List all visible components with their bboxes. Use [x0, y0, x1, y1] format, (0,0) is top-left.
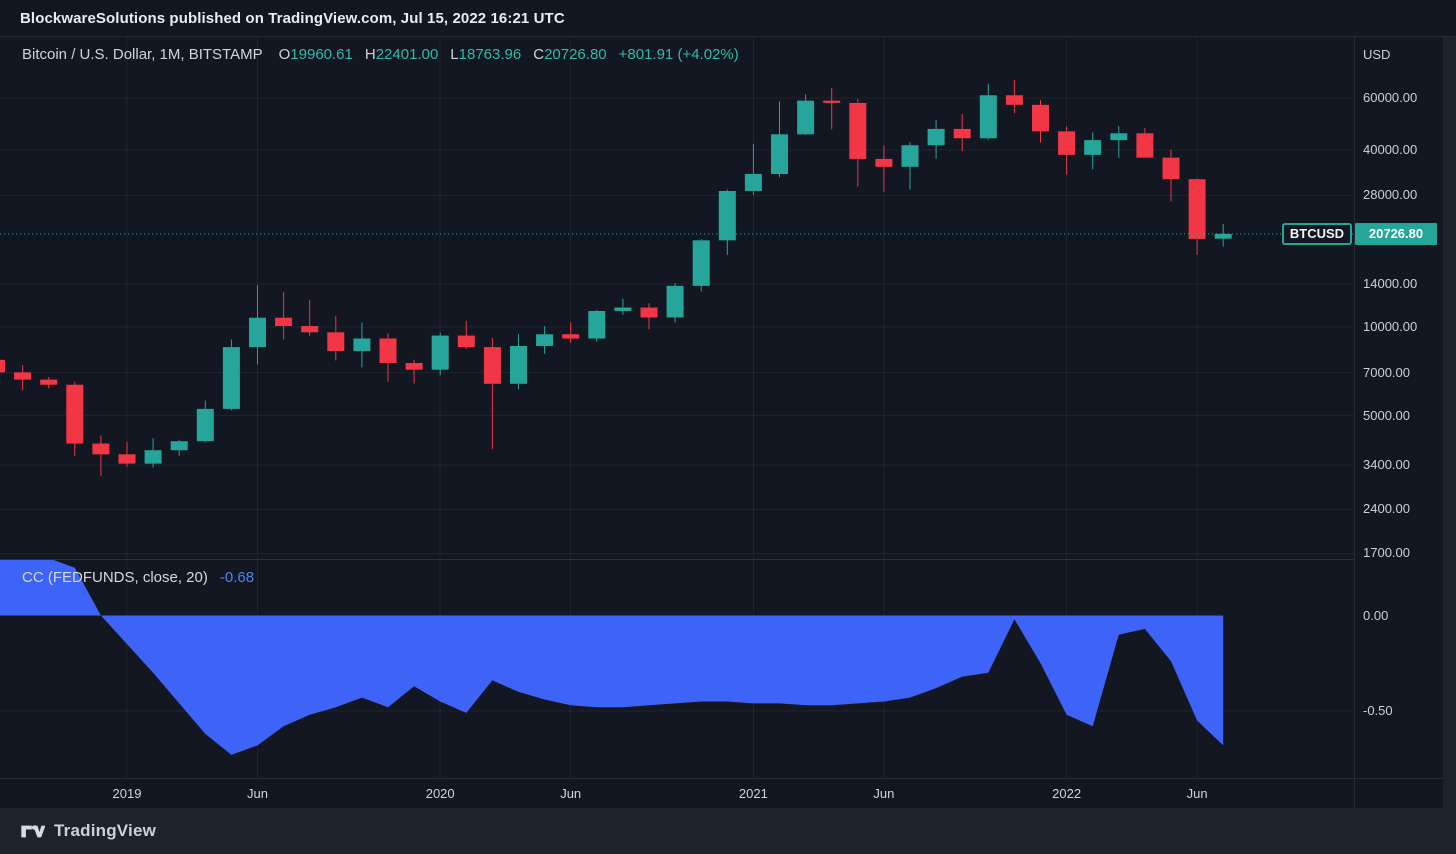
open-value: 19960.61 — [290, 46, 353, 63]
price-axis-tick: 28000.00 — [1363, 187, 1418, 203]
price-axis-currency: USD — [1363, 47, 1391, 62]
low-label: L — [450, 46, 459, 63]
chart-widget: Bitcoin / U.S. Dollar, 1M, BITSTAMP O1996… — [0, 37, 1443, 809]
tradingview-brand-text[interactable]: TradingView — [54, 821, 157, 840]
time-axis-tick: 2022 — [1052, 786, 1082, 801]
indicator-value: -0.68 — [219, 569, 255, 586]
price-axis-tick: 1700.00 — [1363, 545, 1410, 561]
price-axis-tick: 3400.00 — [1363, 456, 1410, 472]
price-axis-tick: 14000.00 — [1363, 275, 1418, 291]
time-axis-gutter-border — [1354, 779, 1355, 809]
time-axis-tick: Jun — [247, 786, 268, 801]
panel-separator[interactable] — [0, 559, 1443, 560]
time-axis-tick: Jun — [1186, 786, 1208, 801]
symbol-price-flag: BTCUSD — [1282, 222, 1352, 245]
price-chart-canvas[interactable] — [0, 37, 1354, 778]
close-label: C — [533, 46, 545, 63]
cc-axis-tick: 0.00 — [1363, 607, 1389, 623]
price-axis[interactable]: USD 60000.00 40000.00 28000.00 14000.00 1000… — [1354, 37, 1443, 778]
last-price-label: 20726.80 — [1355, 222, 1437, 245]
open-label: O — [278, 46, 291, 63]
high-value: 22401.00 — [375, 46, 439, 63]
time-axis-tick: 2021 — [738, 786, 768, 801]
indicator-legend[interactable]: CC (FEDFUNDS, close, 20) -0.68 — [22, 569, 254, 586]
time-axis-tick: 2020 — [425, 786, 455, 801]
price-axis-tick: 2400.00 — [1363, 501, 1410, 517]
price-axis-tick: 40000.00 — [1363, 141, 1418, 157]
low-value: 18763.96 — [458, 46, 522, 63]
indicator-label: CC (FEDFUNDS, close, 20) — [22, 569, 208, 586]
change-value: +801.91 (+4.02%) — [618, 46, 739, 63]
symbol-legend[interactable]: Bitcoin / U.S. Dollar, 1M, BITSTAMP O1996… — [22, 46, 739, 63]
price-axis-tick: 60000.00 — [1363, 90, 1418, 105]
tradingview-logo-icon[interactable] — [20, 819, 45, 844]
time-axis-tick: Jun — [560, 786, 582, 801]
cc-axis-tick: -0.50 — [1363, 703, 1393, 718]
price-axis-tick: 7000.00 — [1363, 364, 1410, 380]
close-value: 20726.80 — [544, 46, 607, 63]
published-info-text: BlockwareSolutions published on TradingV… — [20, 9, 565, 27]
brand-bar: TradingView — [0, 808, 1456, 854]
price-axis-tick: 5000.00 — [1363, 407, 1410, 423]
high-label: H — [364, 46, 376, 63]
published-info-bar: BlockwareSolutions published on TradingV… — [0, 0, 1456, 37]
time-axis-tick: Jun — [873, 786, 895, 801]
time-axis-tick: 2019 — [112, 786, 142, 801]
time-axis[interactable]: 2019 Jun 2020 Jun 2021 Jun 2022 Jun — [0, 778, 1443, 809]
price-axis-tick: 10000.00 — [1363, 319, 1418, 334]
symbol-title: Bitcoin / U.S. Dollar, 1M, BITSTAMP — [22, 46, 263, 63]
